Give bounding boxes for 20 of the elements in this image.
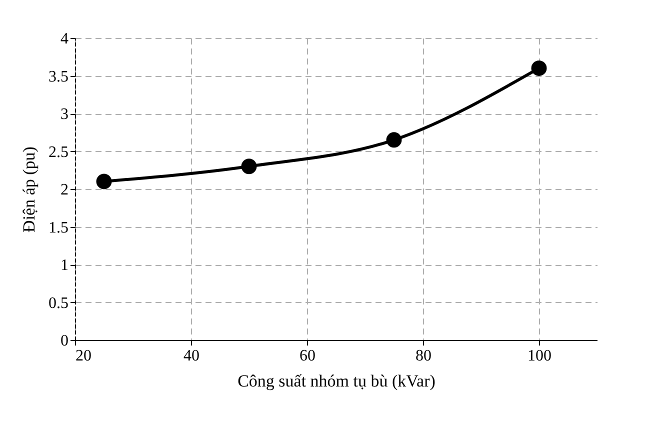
point xyxy=(96,174,112,190)
y-tick-label: 3 xyxy=(60,106,68,123)
x-tick-label: 20 xyxy=(76,348,92,364)
point xyxy=(241,158,257,174)
y-tick-label: 3.5 xyxy=(48,68,68,86)
y-tick-label: 2.5 xyxy=(48,144,68,161)
x-tick-label: 60 xyxy=(300,348,316,364)
y-tick-label: 2 xyxy=(60,182,68,198)
x-tick-label: 100 xyxy=(528,348,552,364)
y-tick-label: 4 xyxy=(60,30,68,48)
x-axis-title: Công suất nhóm tụ bù (kVar) xyxy=(238,372,436,390)
x-tick-label: 80 xyxy=(416,348,432,364)
y-tick-label: 0 xyxy=(60,332,68,350)
y-tick-label: 1 xyxy=(60,257,68,274)
point xyxy=(531,60,547,76)
x-tick-label: 40 xyxy=(184,348,200,364)
y-tick-label: 0.5 xyxy=(48,294,68,312)
point xyxy=(386,132,402,148)
y-axis-title: Điện áp (pu) xyxy=(20,146,38,232)
y-tick-label: 1.5 xyxy=(48,219,68,236)
